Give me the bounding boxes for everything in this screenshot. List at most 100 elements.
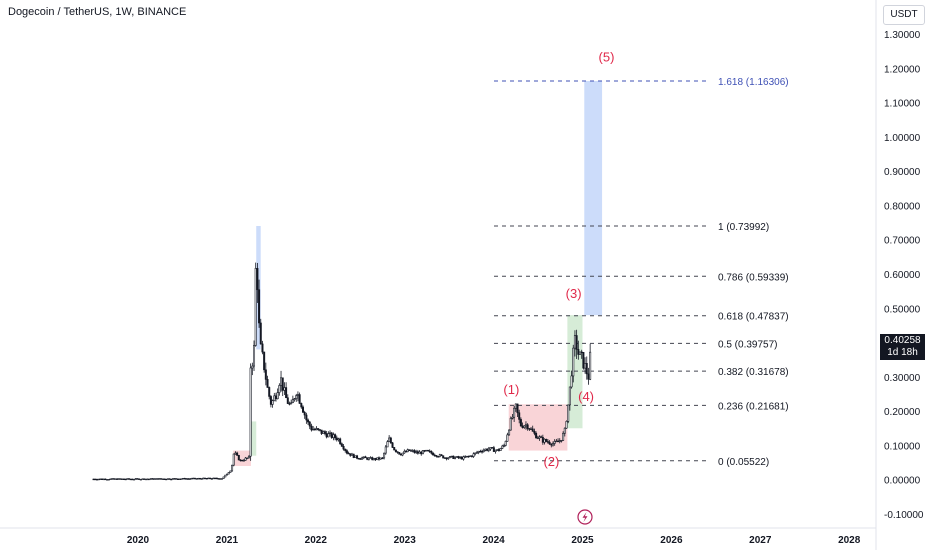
candle-body [342,445,345,450]
candle-body [327,433,330,438]
candle-body [126,478,129,480]
currency-badge[interactable]: USDT [883,5,925,25]
candle-body [323,431,326,434]
time-axis[interactable]: 2020 2021 2022 2023 2024 2025 2026 2027 2028 [0,527,876,546]
candle-body [325,433,328,438]
candle-body [334,434,337,439]
candle-body [170,478,173,481]
candle-body [469,455,472,457]
candle-body [531,428,534,432]
candle-body [193,477,196,480]
candle-body [381,457,384,460]
candle-body [364,456,367,459]
candle-body [472,453,475,457]
candle-body [165,478,168,481]
candle-body [337,438,340,441]
candle-body [148,478,151,481]
candle-body [452,455,455,459]
candle-body [506,434,509,442]
candle-body [281,377,284,391]
candle-body [567,404,570,422]
candle-body [432,452,435,456]
candle-body [253,345,256,367]
candle-body [484,448,487,451]
price-axis[interactable]: 1.30000 1.20000 1.10000 1.00000 0.90000 0.800… [875,0,924,550]
candle-body [445,457,448,460]
candle-body [585,363,588,375]
candle-body [457,456,460,459]
candle-body [171,478,174,480]
candle-body [231,464,234,472]
candle-body [158,478,161,480]
candle-body [269,396,272,405]
candle-body [318,429,321,431]
candle-body [97,478,100,481]
candle-body [219,478,222,480]
candle-body [474,452,477,455]
candle-body [394,449,397,452]
candle-body [383,452,386,459]
wave-label-2: (3) [566,286,582,301]
candle-body [183,477,186,480]
candle-body [225,473,228,476]
candle-body [283,387,286,391]
bar-countdown: 1d 18h [887,347,918,358]
candle-body [249,367,252,457]
candle-body [519,419,522,427]
candle-body [286,397,289,404]
candle-body [492,447,495,452]
candle-body [244,457,247,461]
candle-body [182,477,185,480]
candle-body [136,478,139,480]
candle-body [398,452,401,455]
candle-body [330,432,333,438]
candle-body [521,425,524,428]
candle-body [305,414,308,421]
x-tick-0: 2020 [127,535,150,546]
candle-body [322,431,325,434]
lightning-icon[interactable] [577,509,593,525]
candle-body [526,424,529,429]
candle-body [378,457,381,460]
candle-body [514,403,517,409]
candle-body [450,455,453,458]
candle-body [300,403,303,408]
candle-body [320,429,323,434]
candle-body [391,442,394,448]
candle-body [467,455,470,458]
candle-body [579,351,582,355]
x-tick-6: 2026 [660,535,683,546]
candle-body [114,478,117,480]
candle-body [210,478,213,480]
candle-body [411,450,414,452]
candle-body [215,477,218,480]
candle-body [359,458,362,460]
candle-body [528,428,531,430]
fib-label-1: 1 (0.73992) [718,222,769,233]
candle-body [271,400,274,405]
candle-body [487,448,490,451]
x-tick-8: 2028 [838,535,861,546]
candle-body [486,448,489,451]
candle-body [548,441,551,445]
candle-body [587,373,590,380]
candle-body [455,456,458,458]
candle-body [205,478,208,480]
wave-label-0: (1) [503,382,519,397]
candle-body [100,478,103,480]
candle-body [307,419,310,423]
candle-body [242,460,245,462]
y-tick-3: 1.00000 [884,133,921,144]
candle-body [565,421,568,429]
candle-body [104,478,107,481]
candle-body [263,351,266,371]
candle-body [572,347,575,377]
candle-body [202,477,205,480]
candle-body [293,398,296,400]
candle-body [160,478,163,480]
candle-body [496,449,499,451]
candle-body [551,443,554,446]
candle-body [541,437,544,443]
candle-body [584,363,587,369]
